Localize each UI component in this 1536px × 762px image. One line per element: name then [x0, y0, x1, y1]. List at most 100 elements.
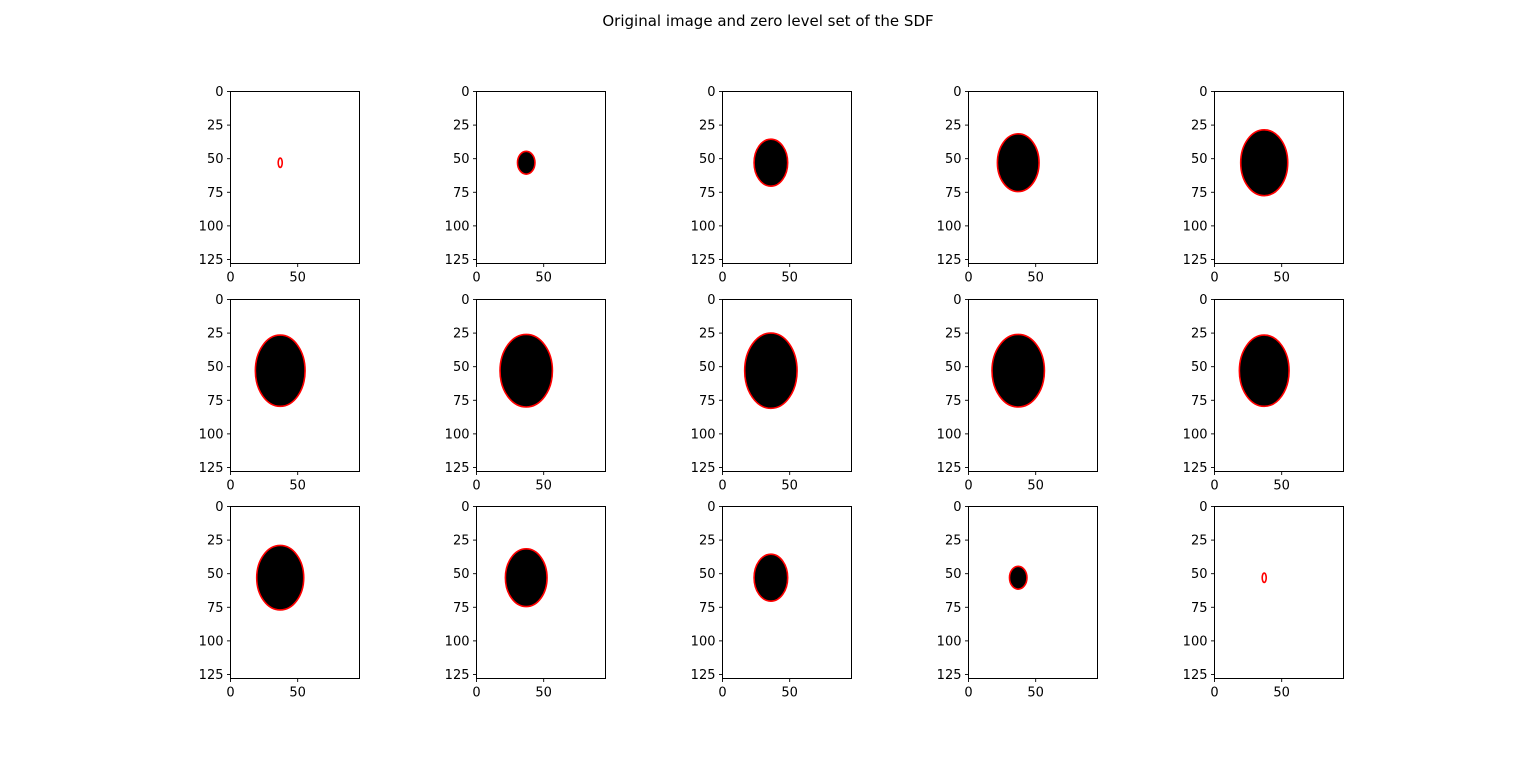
- y-tick-label: 100: [199, 427, 224, 442]
- x-tick-label: 0: [472, 686, 480, 701]
- y-tick-label: 0: [707, 85, 715, 100]
- y-tick-label: 100: [445, 634, 470, 649]
- shape-contour: [753, 138, 789, 188]
- x-tick-label: 50: [1027, 686, 1044, 701]
- y-tick-label: 50: [453, 567, 470, 582]
- y-tick-label: 25: [945, 327, 962, 342]
- y-tick-label: 75: [207, 601, 224, 616]
- axes-frame: [230, 299, 360, 472]
- y-tick-label: 125: [691, 253, 716, 268]
- y-tick-label: 50: [207, 567, 224, 582]
- x-tick-label: 50: [535, 479, 552, 494]
- y-tick-label: 100: [937, 634, 962, 649]
- axes-frame: [968, 506, 1098, 679]
- x-tick-label: 0: [472, 271, 480, 286]
- axes-background: [1214, 506, 1344, 679]
- y-tick-label: 100: [937, 427, 962, 442]
- y-tick-label: 75: [699, 186, 716, 201]
- shape-contour: [1008, 565, 1028, 590]
- shape-contour: [996, 133, 1040, 193]
- x-tick-label: 50: [1273, 271, 1290, 286]
- x-tick-label: 50: [1027, 271, 1044, 286]
- shape-contour: [753, 553, 789, 603]
- y-tick-label: 125: [445, 668, 470, 683]
- x-tick-label: 50: [781, 271, 798, 286]
- shape-contour: [1239, 128, 1289, 197]
- shape-contour: [991, 333, 1046, 408]
- y-tick-label: 100: [445, 427, 470, 442]
- x-tick-label: 0: [1210, 686, 1218, 701]
- y-tick-label: 25: [699, 327, 716, 342]
- y-tick-label: 0: [1199, 500, 1207, 515]
- x-tick-label: 50: [1273, 686, 1290, 701]
- y-tick-label: 75: [207, 186, 224, 201]
- axes-frame: [1214, 506, 1344, 679]
- x-tick-label: 0: [226, 479, 234, 494]
- x-tick-label: 50: [781, 479, 798, 494]
- axes-background: [968, 506, 1098, 679]
- y-tick-label: 50: [1191, 152, 1208, 167]
- x-tick-label: 0: [718, 686, 726, 701]
- y-tick-label: 0: [707, 500, 715, 515]
- shape-contour: [499, 333, 554, 408]
- y-tick-label: 25: [945, 534, 962, 549]
- y-tick-label: 125: [937, 668, 962, 683]
- y-tick-label: 25: [207, 534, 224, 549]
- axes-frame: [1214, 91, 1344, 264]
- axes-frame: [476, 91, 606, 264]
- y-tick-label: 75: [453, 394, 470, 409]
- axes-frame: [230, 91, 360, 264]
- y-tick-label: 125: [1183, 253, 1208, 268]
- y-tick-label: 125: [937, 461, 962, 476]
- y-tick-label: 0: [1199, 293, 1207, 308]
- y-tick-label: 75: [1191, 601, 1208, 616]
- y-tick-label: 0: [215, 293, 223, 308]
- y-tick-label: 25: [1191, 327, 1208, 342]
- shape-contour: [1261, 572, 1268, 584]
- x-tick-label: 50: [535, 271, 552, 286]
- y-tick-label: 75: [453, 186, 470, 201]
- y-tick-label: 100: [199, 634, 224, 649]
- y-tick-label: 100: [1183, 634, 1208, 649]
- y-tick-label: 125: [445, 461, 470, 476]
- y-tick-label: 125: [1183, 668, 1208, 683]
- y-tick-label: 75: [1191, 186, 1208, 201]
- y-tick-label: 25: [699, 534, 716, 549]
- y-tick-label: 100: [445, 219, 470, 234]
- x-tick-label: 50: [289, 271, 306, 286]
- axes-frame: [722, 299, 852, 472]
- y-tick-label: 75: [945, 601, 962, 616]
- y-tick-label: 125: [691, 461, 716, 476]
- y-tick-label: 25: [453, 119, 470, 134]
- shape-contour: [743, 332, 798, 410]
- y-tick-label: 0: [461, 85, 469, 100]
- y-tick-label: 75: [699, 601, 716, 616]
- x-tick-label: 0: [718, 271, 726, 286]
- y-tick-label: 50: [945, 567, 962, 582]
- y-tick-label: 25: [699, 119, 716, 134]
- y-tick-label: 100: [691, 219, 716, 234]
- axes-frame: [722, 506, 852, 679]
- axes-frame: [230, 506, 360, 679]
- y-tick-label: 125: [937, 253, 962, 268]
- y-tick-label: 75: [945, 186, 962, 201]
- y-tick-label: 50: [699, 152, 716, 167]
- shape-contour: [504, 548, 548, 608]
- y-tick-label: 50: [1191, 360, 1208, 375]
- x-tick-label: 0: [964, 271, 972, 286]
- y-tick-label: 75: [207, 394, 224, 409]
- y-tick-label: 50: [207, 360, 224, 375]
- y-tick-label: 75: [699, 394, 716, 409]
- y-tick-label: 25: [207, 119, 224, 134]
- y-tick-label: 50: [1191, 567, 1208, 582]
